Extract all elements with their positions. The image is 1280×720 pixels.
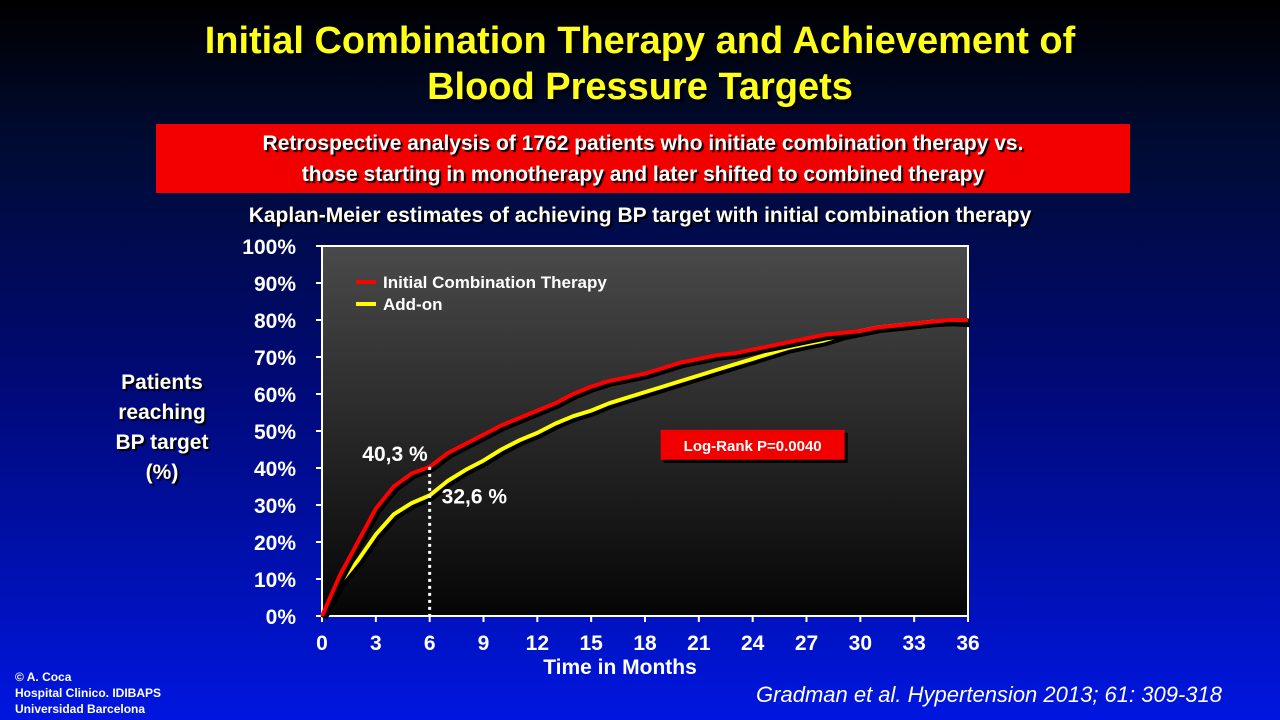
x-tick-label: 36 xyxy=(956,632,979,655)
y-tick-label: 90% xyxy=(254,273,296,296)
x-tick-label: 18 xyxy=(633,632,657,655)
x-tick-label: 6 xyxy=(424,632,436,655)
y-label-line: (%) xyxy=(145,461,179,484)
legend-label: Initial Combination Therapy xyxy=(383,273,607,292)
y-label-line: Patients xyxy=(121,371,203,394)
annotation-addon-6m: 32,6 % xyxy=(442,485,508,508)
summary-line-2: those starting in monotherapy and later … xyxy=(301,163,985,186)
copyright-footer: © A. Coca Hospital Clinico. IDIBAPS Univ… xyxy=(15,669,161,717)
plot-area xyxy=(321,245,969,617)
slide-title: Initial Combination Therapy and Achievem… xyxy=(0,18,1280,110)
y-tick-label: 0% xyxy=(266,606,297,629)
footer-line: © A. Coca xyxy=(15,670,72,684)
y-label-line: reaching xyxy=(118,401,206,424)
y-tick-label: 20% xyxy=(254,532,296,555)
x-tick-label: 3 xyxy=(370,632,382,655)
y-label-line: BP target xyxy=(115,431,209,454)
footer-line: Hospital Clinico. IDIBAPS xyxy=(15,686,162,700)
summary-box: Retrospective analysis of 1762 patients … xyxy=(156,124,1130,193)
y-tick-label: 50% xyxy=(254,421,296,444)
x-tick-label: 0 xyxy=(316,632,328,655)
x-tick-label: 27 xyxy=(795,632,818,655)
y-axis-label: Patients reaching BP target (%) xyxy=(92,368,232,488)
series-shadow xyxy=(320,318,970,620)
x-tick-label: 12 xyxy=(526,632,549,655)
y-tick-label: 40% xyxy=(254,458,296,481)
title-line-2: Blood Pressure Targets xyxy=(427,66,853,108)
x-tick-label: 33 xyxy=(902,632,925,655)
y-tick-label: 30% xyxy=(254,495,296,518)
y-tick-label: 70% xyxy=(254,347,296,370)
y-tick-label: 60% xyxy=(254,384,296,407)
title-line-1: Initial Combination Therapy and Achievem… xyxy=(204,20,1076,62)
y-tick-label: 80% xyxy=(254,310,296,333)
x-tick-label: 9 xyxy=(478,632,490,655)
footer-line: Universidad Barcelona xyxy=(15,702,146,716)
annotation-initial-6m: 40,3 % xyxy=(362,443,428,466)
summary-line-1: Retrospective analysis of 1762 patients … xyxy=(262,132,1024,155)
logrank-label: Log-Rank P=0.0040 xyxy=(684,438,822,455)
x-tick-label: 24 xyxy=(741,632,765,655)
x-axis-title: Time in Months xyxy=(543,656,697,679)
x-tick-label: 21 xyxy=(687,632,711,655)
y-tick-label: 100% xyxy=(242,236,296,259)
legend-label: Add-on xyxy=(383,295,442,314)
x-tick-label: 30 xyxy=(849,632,872,655)
logrank-box xyxy=(660,429,845,460)
citation: Gradman et al. Hypertension 2013; 61: 30… xyxy=(756,682,1222,707)
chart-subtitle: Kaplan-Meier estimates of achieving BP t… xyxy=(248,204,1032,227)
y-tick-label: 10% xyxy=(254,569,296,592)
x-tick-label: 15 xyxy=(579,632,603,655)
